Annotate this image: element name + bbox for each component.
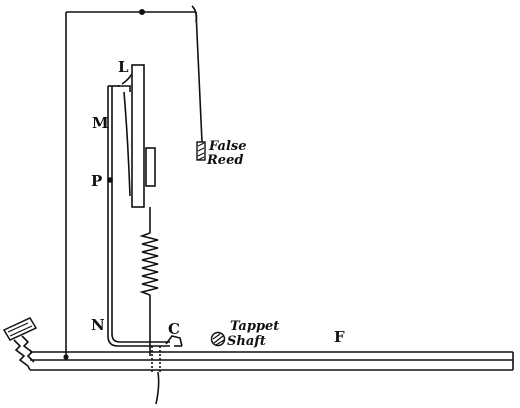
false-reed-wire (195, 11, 203, 143)
reed-plate (131, 64, 145, 208)
lever-outer (107, 86, 170, 347)
reed-tongue-curve (123, 91, 131, 197)
false-reed: False Reed (196, 139, 246, 168)
false-reed-label-line1: False (208, 139, 246, 154)
label-m: M (92, 114, 109, 132)
label-p: P (91, 172, 102, 190)
reed-tip-L (118, 85, 131, 92)
false-reed-label-line2: Reed (206, 153, 243, 168)
lever-inner (111, 86, 170, 343)
coil-spring (139, 232, 159, 296)
top-wire-pivot (139, 9, 145, 15)
mount-zigzag-left (13, 339, 31, 371)
reed-plate-assembly (118, 64, 156, 233)
catch-hook (165, 335, 183, 347)
lever-mpn (107, 85, 170, 347)
base-bar-f (30, 346, 514, 405)
tappet-label-line1: Tappet (230, 319, 279, 334)
base-pivot-left (63, 354, 69, 360)
mount-zigzag-right (21, 335, 35, 363)
left-spring-mount (2, 317, 38, 371)
top-wire-frame (65, 5, 203, 358)
spring (139, 232, 159, 356)
tappet-shaft: Tappet Shaft (210, 319, 279, 349)
reed-damper-block (145, 147, 156, 187)
tappet-label-line2: Shaft (227, 334, 266, 349)
false-reed-block (196, 141, 206, 161)
label-f: F (334, 328, 345, 346)
pull-rod-bottom (155, 371, 160, 405)
label-l: L (118, 58, 129, 76)
catch-c (165, 335, 183, 347)
label-n: N (91, 316, 105, 334)
label-c: C (168, 320, 180, 338)
pivot-p (107, 177, 113, 183)
letter-labels: L M P N C F (91, 58, 345, 346)
mount-block (2, 317, 38, 341)
